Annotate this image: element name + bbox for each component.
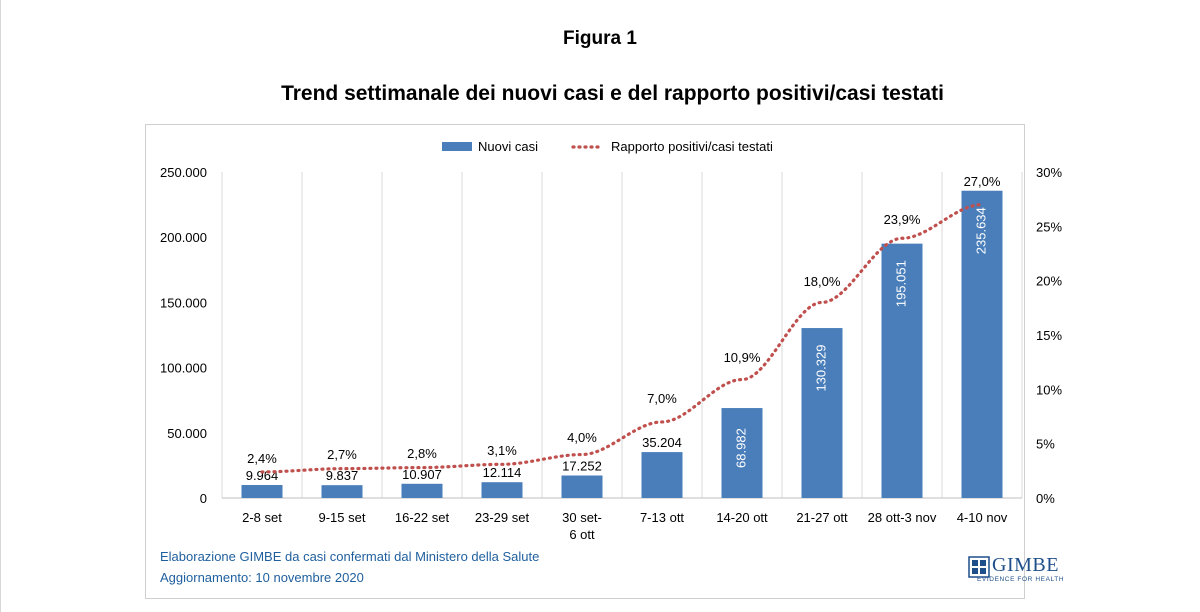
y-right-tick-label: 30% [1036,165,1062,180]
x-tick-label: 28 ott-3 nov [868,510,937,525]
x-tick-label: 16-22 set [395,510,450,525]
y-right-tick-label: 15% [1036,328,1062,343]
line-value-label: 27,0% [964,174,1001,189]
bar [241,485,283,498]
legend-label-bars: Nuovi casi [478,139,538,154]
x-tick-label: 7-13 ott [640,510,684,525]
line-value-label: 7,0% [647,391,677,406]
y-right-tick-label: 20% [1036,274,1062,289]
y-left-tick-label: 0 [200,491,207,506]
bar-value-label: 10.907 [402,467,442,482]
bar [721,408,763,498]
line-value-label: 4,0% [567,430,597,445]
logo-icon [968,556,990,578]
logo-tagline: EVIDENCE FOR HEALTH [977,576,1065,583]
bar [321,485,363,498]
line-value-label: 23,9% [884,212,921,227]
x-tick-label: 2-8 set [242,510,282,525]
logo-name: GIMBE [992,554,1059,576]
chart-title: Trend settimanale dei nuovi casi e del r… [281,82,944,105]
x-tick-label: 9-15 set [319,510,366,525]
line-value-label: 3,1% [487,443,517,458]
legend-label-line: Rapporto positivi/casi testati [611,139,773,154]
line-value-label: 2,4% [247,451,277,466]
bar [961,190,1003,498]
legend-swatch-bars [442,142,472,151]
y-left-tick-label: 200.000 [160,230,207,245]
chart-frame [145,124,1025,599]
bar-value-label: 68.982 [733,428,748,468]
bar [401,483,443,498]
y-left-tick-label: 250.000 [160,165,207,180]
bar-value-label: 12.114 [483,465,522,480]
y-left-tick-label: 150.000 [160,295,207,310]
y-left-tick-label: 100.000 [160,361,207,376]
y-right-tick-label: 10% [1036,382,1062,397]
figure-label: Figura 1 [563,28,637,49]
bar-value-label: 9.837 [326,468,359,483]
bar-value-label: 130.329 [813,345,828,392]
line-value-label: 10,9% [724,350,761,365]
bar [881,243,923,498]
y-left-tick-label: 50.000 [167,426,207,441]
x-tick-label: 30 set- [562,510,602,525]
update-note: Aggiornamento: 10 novembre 2020 [160,570,364,585]
x-tick-label: 21-27 ott [796,510,848,525]
bar-value-label: 195.051 [893,260,908,307]
series-line-positivity [260,203,984,474]
bar-value-label: 17.252 [562,459,602,474]
y-right-tick-label: 25% [1036,219,1062,234]
y-right-tick-label: 0% [1036,491,1055,506]
x-tick-label: 6 ott [569,527,595,542]
x-tick-label: 23-29 set [475,510,530,525]
y-right-tick-label: 5% [1036,437,1055,452]
x-tick-label: 14-20 ott [716,510,768,525]
bar [561,475,603,498]
bar [801,328,843,498]
line-value-label: 2,7% [327,447,357,462]
bar [641,452,683,498]
bar-value-label: 235.634 [973,207,988,254]
line-value-label: 18,0% [804,274,841,289]
gimbe-logo: GIMBE EVIDENCE FOR HEALTH [968,554,1064,590]
bar-value-label: 35.204 [642,435,682,450]
line-value-label: 2,8% [407,446,437,461]
bar [481,482,523,498]
source-note: Elaborazione GIMBE da casi confermati da… [160,549,540,564]
x-tick-label: 4-10 nov [957,510,1008,525]
